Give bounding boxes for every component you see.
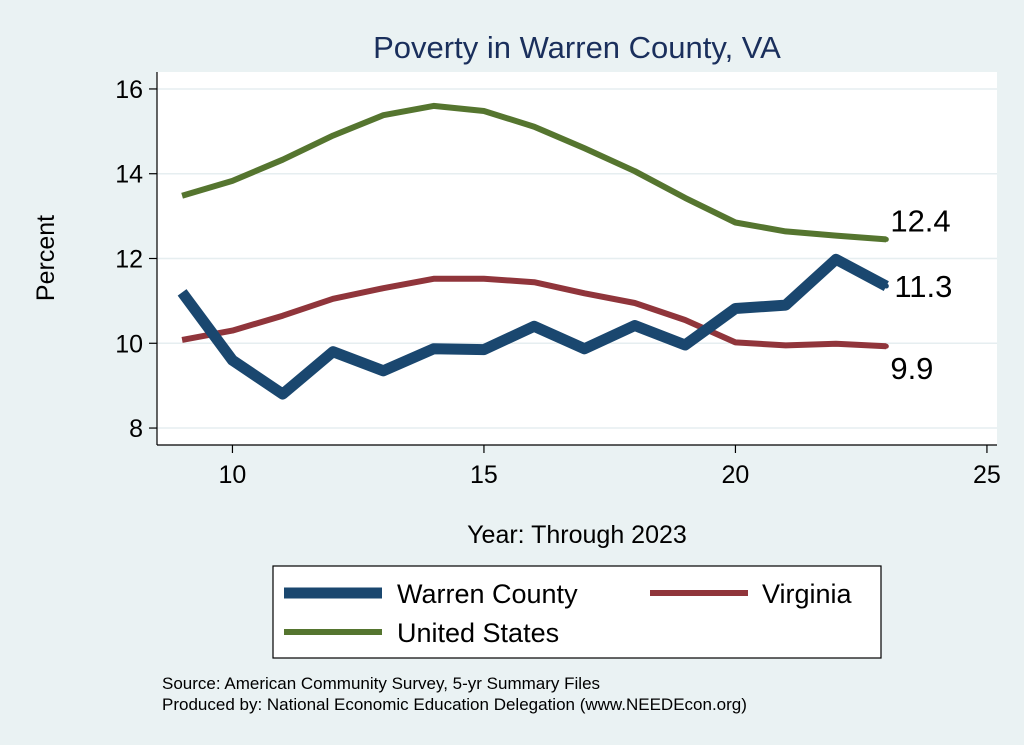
end-label-warren-county: 11.3 — [894, 269, 952, 304]
end-point-virginia — [883, 343, 889, 349]
legend-box — [272, 565, 882, 659]
series-lines — [177, 102, 889, 400]
y-tick-label: 14 — [115, 161, 143, 189]
series-line-warren-county — [177, 253, 889, 400]
y-axis-title: Percent — [32, 215, 60, 301]
chart-title: Poverty in Warren County, VA — [373, 30, 781, 65]
legend-label-virginia: Virginia — [762, 579, 853, 609]
legend: Warren County Virginia United States — [272, 565, 882, 659]
x-tick-label: 25 — [973, 461, 1001, 489]
y-axis: 8 10 12 14 16 — [115, 72, 158, 445]
series-line-united-states — [181, 102, 887, 243]
series-line-virginia — [181, 275, 887, 350]
x-tick-label: 10 — [219, 461, 247, 489]
x-tick-label: 15 — [470, 461, 498, 489]
end-point-united-states — [883, 236, 889, 242]
y-tick-label: 12 — [115, 246, 143, 274]
end-label-united-states: 12.4 — [890, 203, 950, 238]
y-tick-label: 8 — [129, 415, 143, 443]
end-labels: 11.3 9.9 12.4 — [883, 203, 952, 386]
source-note: Source: American Community Survey, 5-yr … — [162, 674, 600, 693]
legend-label-warren-county: Warren County — [397, 579, 578, 609]
y-tick-label: 10 — [115, 330, 143, 358]
x-axis-title: Year: Through 2023 — [467, 521, 687, 549]
end-point-warren-county — [883, 283, 889, 289]
produced-by-note: Produced by: National Economic Education… — [162, 695, 747, 714]
y-tick-label: 16 — [115, 76, 143, 104]
legend-label-united-states: United States — [397, 618, 559, 648]
x-tick-label: 20 — [722, 461, 750, 489]
end-label-virginia: 9.9 — [890, 351, 933, 386]
x-axis: 10 15 20 25 — [157, 444, 1001, 489]
